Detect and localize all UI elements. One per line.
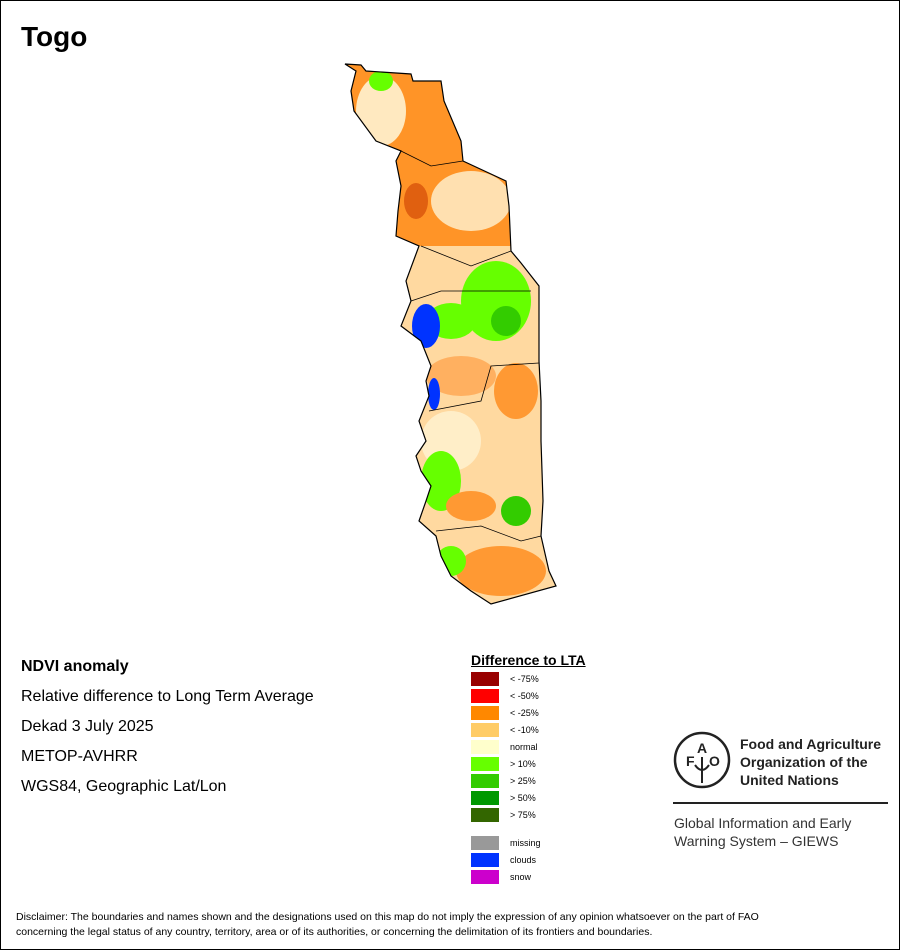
legend-label: > 75% (510, 810, 536, 820)
legend-swatch (471, 870, 499, 884)
period: Dekad 3 July 2025 (21, 718, 154, 735)
legend-item: < -25% (471, 706, 539, 720)
svg-text:O: O (709, 753, 720, 769)
divider (673, 802, 888, 804)
map-title: Togo (21, 21, 88, 52)
legend-item: snow (471, 870, 531, 884)
anomaly-raster (345, 64, 556, 604)
legend-item: > 10% (471, 757, 536, 771)
fao-name-line: Organization of the (740, 754, 868, 770)
legend-swatch (471, 672, 499, 686)
legend-item: < -75% (471, 672, 539, 686)
legend-label: > 50% (510, 793, 536, 803)
legend-label: < -75% (510, 674, 539, 684)
legend-swatch (471, 853, 499, 867)
legend-item: > 25% (471, 774, 536, 788)
fao-logo-icon: F A O (673, 731, 731, 789)
legend-item: > 50% (471, 791, 536, 805)
legend-swatch (471, 706, 499, 720)
legend-label: normal (510, 742, 538, 752)
legend-label: < -25% (510, 708, 539, 718)
legend-label: missing (510, 838, 541, 848)
legend-swatch (471, 689, 499, 703)
projection: WGS84, Geographic Lat/Lon (21, 778, 227, 795)
product-description: Relative difference to Long Term Average (21, 688, 314, 705)
legend-label: < -10% (510, 725, 539, 735)
legend-swatch (471, 774, 499, 788)
fao-name: Food and Agriculture Organization of the… (740, 735, 881, 789)
giews-name: Global Information and Early Warning Sys… (674, 814, 851, 850)
country-border (344, 63, 557, 605)
legend-item: normal (471, 740, 538, 754)
legend-item: missing (471, 836, 541, 850)
legend-swatch (471, 791, 499, 805)
giews-line: Global Information and Early (674, 815, 852, 831)
disclaimer-line: Disclaimer: The boundaries and names sho… (16, 911, 759, 923)
legend-item: > 75% (471, 808, 536, 822)
legend-item: < -50% (471, 689, 539, 703)
fao-name-line: United Nations (740, 772, 839, 788)
legend-label: > 10% (510, 759, 536, 769)
legend-swatch (471, 757, 499, 771)
legend-item: clouds (471, 853, 536, 867)
disclaimer: Disclaimer: The boundaries and names sho… (16, 910, 886, 940)
giews-line: Warning System – GIEWS (674, 833, 839, 849)
legend-swatch (471, 836, 499, 850)
legend-label: snow (510, 872, 532, 882)
legend-label: > 25% (510, 776, 536, 786)
region-borders (400, 150, 542, 542)
legend-swatch (471, 723, 499, 737)
svg-text:F: F (686, 753, 695, 769)
legend-swatch (471, 808, 499, 822)
legend-swatch (471, 740, 499, 754)
disclaimer-line: concerning the legal status of any count… (16, 926, 653, 938)
fao-name-line: Food and Agriculture (740, 736, 882, 752)
svg-text:A: A (697, 740, 707, 756)
legend-label: < -50% (510, 691, 539, 701)
legend-title: Difference to LTA (471, 652, 586, 668)
legend-label: clouds (510, 855, 537, 865)
legend-item: < -10% (471, 723, 539, 737)
product-name: NDVI anomaly (21, 658, 129, 675)
sensor: METOP-AVHRR (21, 748, 138, 765)
